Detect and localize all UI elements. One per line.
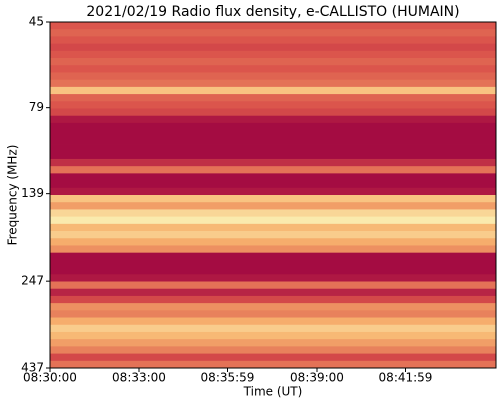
- x-tick-label: 08:41:59: [379, 371, 433, 385]
- y-tick-label: 437: [21, 361, 44, 375]
- heatmap-row: [50, 108, 496, 117]
- plot-frame: [49, 21, 497, 369]
- heatmap-row: [50, 173, 496, 181]
- heatmap-row: [50, 223, 496, 232]
- heatmap-row: [50, 36, 496, 45]
- heatmap-row: [50, 295, 496, 304]
- heatmap-row: [50, 324, 496, 333]
- heatmap-row: [50, 180, 496, 189]
- heatmap-row: [50, 288, 496, 297]
- heatmap-row: [50, 43, 496, 52]
- heatmap-row: [50, 339, 496, 347]
- heatmap-row: [50, 65, 496, 73]
- heatmap-row: [50, 216, 496, 225]
- heatmap-row: [50, 267, 496, 275]
- heatmap-row: [50, 252, 496, 261]
- heatmap-row: [50, 115, 496, 124]
- heatmap-row: [50, 72, 496, 81]
- heatmap-row: [50, 101, 496, 109]
- heatmap-row: [50, 58, 496, 66]
- heatmap-row: [50, 274, 496, 282]
- heatmap-row: [50, 122, 496, 131]
- y-tick-label: 79: [29, 100, 44, 114]
- heatmap-row: [50, 238, 496, 246]
- heatmap-row: [50, 79, 496, 88]
- heatmap-row: [50, 231, 496, 239]
- heatmap-row: [50, 86, 496, 95]
- heatmap-row: [50, 22, 496, 30]
- heatmap-row: [50, 29, 496, 37]
- heatmap-row: [50, 317, 496, 326]
- heatmap-row: [50, 158, 496, 167]
- y-tick-label: 45: [29, 15, 44, 29]
- heatmap-row: [50, 50, 496, 59]
- heatmap-row: [50, 187, 496, 196]
- heatmap-row: [50, 353, 496, 362]
- heatmap-row: [50, 166, 496, 174]
- heatmap-row: [50, 331, 496, 340]
- y-axis-label: Frequency (MHz): [6, 145, 20, 246]
- heatmap-row: [50, 202, 496, 210]
- x-tick-label: 08:39:00: [290, 371, 344, 385]
- heatmap-row: [50, 310, 496, 318]
- x-tick-label: 08:30:00: [23, 371, 77, 385]
- heatmap-row: [50, 303, 496, 311]
- x-tick-label: 08:33:00: [112, 371, 166, 385]
- x-axis-label: Time (UT): [243, 385, 303, 399]
- heatmap-row: [50, 130, 496, 138]
- heatmap-row: [50, 360, 496, 369]
- heatmap-row: [50, 259, 496, 268]
- y-tick-label: 139: [21, 186, 44, 200]
- chart-title: 2021/02/19 Radio flux density, e-CALLIST…: [86, 4, 459, 20]
- heatmap-row: [50, 195, 496, 203]
- x-tick-label: 08:35:59: [201, 371, 255, 385]
- heatmap-row: [50, 281, 496, 290]
- heatmap-row: [50, 346, 496, 354]
- heatmap-row: [50, 209, 496, 218]
- heatmap-row: [50, 245, 496, 254]
- heatmap-row: [50, 151, 496, 160]
- heatmap-row: [50, 94, 496, 102]
- heatmap-row: [50, 137, 496, 145]
- heatmap-row: [50, 144, 496, 153]
- y-tick-label: 247: [21, 274, 44, 288]
